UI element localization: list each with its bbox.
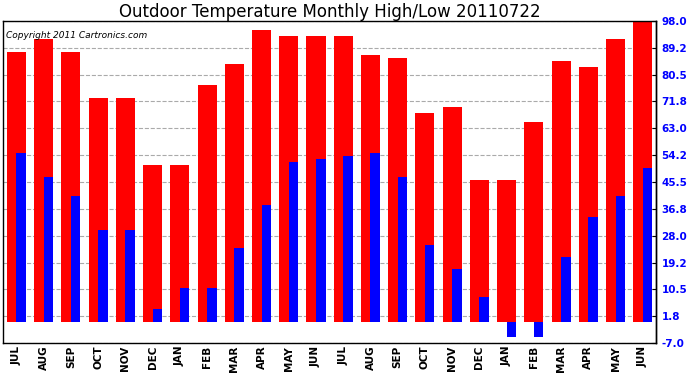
Bar — [506, 322, 516, 337]
Bar — [98, 230, 108, 322]
Bar — [633, 21, 653, 322]
Bar — [71, 196, 81, 322]
Bar — [170, 165, 189, 322]
Bar — [143, 165, 162, 322]
Bar — [615, 196, 625, 322]
Bar — [470, 180, 489, 322]
Bar — [235, 248, 244, 322]
Bar — [262, 205, 271, 322]
Bar — [289, 162, 298, 322]
Bar — [524, 122, 544, 322]
Bar — [152, 309, 162, 322]
Bar — [371, 153, 380, 322]
Text: Copyright 2011 Cartronics.com: Copyright 2011 Cartronics.com — [6, 31, 147, 40]
Bar — [116, 98, 135, 322]
Bar — [551, 61, 571, 322]
Bar — [252, 30, 271, 322]
Bar — [425, 245, 435, 322]
Bar — [534, 322, 544, 337]
Bar — [279, 36, 298, 322]
Bar — [225, 64, 244, 322]
Bar — [606, 39, 625, 322]
Bar — [561, 257, 571, 322]
Bar — [497, 180, 516, 322]
Bar — [388, 58, 407, 322]
Bar — [443, 107, 462, 322]
Bar — [180, 288, 189, 322]
Bar — [306, 36, 326, 322]
Bar — [88, 98, 108, 322]
Bar — [397, 177, 407, 322]
Bar — [126, 230, 135, 322]
Bar — [207, 288, 217, 322]
Bar — [43, 177, 53, 322]
Bar — [343, 156, 353, 322]
Bar — [316, 159, 326, 322]
Bar — [480, 297, 489, 322]
Bar — [579, 67, 598, 322]
Bar — [34, 39, 53, 322]
Bar — [361, 55, 380, 322]
Bar — [452, 270, 462, 322]
Bar — [334, 36, 353, 322]
Bar — [7, 52, 26, 322]
Bar — [643, 168, 653, 322]
Bar — [61, 52, 81, 322]
Bar — [17, 153, 26, 322]
Title: Outdoor Temperature Monthly High/Low 20110722: Outdoor Temperature Monthly High/Low 201… — [119, 3, 540, 21]
Bar — [197, 86, 217, 322]
Bar — [415, 113, 435, 322]
Bar — [589, 217, 598, 322]
